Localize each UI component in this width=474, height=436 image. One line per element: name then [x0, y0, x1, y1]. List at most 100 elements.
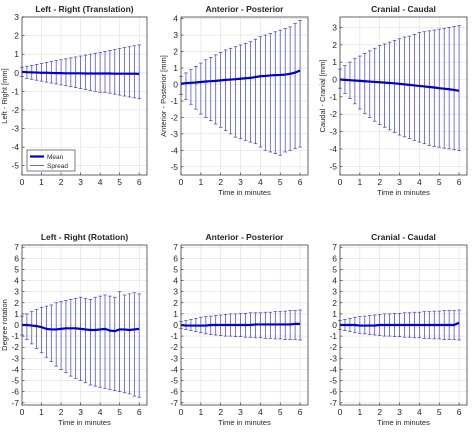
panel-title: Anterior - Posterior [206, 232, 285, 242]
x-tick-label: 3 [238, 177, 243, 187]
mean-line [180, 69, 301, 85]
y-tick-label: 4 [173, 276, 178, 286]
x-tick-label: 6 [457, 177, 462, 187]
y-tick-label: -1 [329, 92, 337, 102]
y-tick-label: -6 [11, 387, 19, 397]
y-tick-label: 0 [332, 320, 337, 330]
mean-line [340, 321, 460, 327]
mean-line [21, 70, 140, 75]
x-tick-label: 5 [117, 177, 122, 187]
y-tick-label: 2 [332, 298, 337, 308]
y-tick-label: -3 [11, 124, 19, 134]
y-tick-label: -2 [11, 342, 19, 352]
panel-title: Cranial - Caudal [371, 232, 436, 242]
x-tick-label: 0 [338, 177, 343, 187]
y-tick-label: -1 [329, 331, 337, 341]
y-tick-label: -5 [11, 376, 19, 386]
y-tick-label: -5 [329, 376, 337, 386]
x-tick-label: 4 [417, 407, 422, 417]
legend-label-mean: Mean [47, 154, 64, 161]
plot-area [181, 17, 308, 175]
x-tick-label: 6 [137, 177, 142, 187]
y-tick-label: -2 [329, 342, 337, 352]
y-tick-label: 6 [14, 253, 19, 263]
y-tick-label: -2 [329, 109, 337, 119]
y-tick-label: 6 [332, 253, 337, 263]
x-tick-label: 4 [258, 177, 263, 187]
x-tick-label: 6 [298, 177, 303, 187]
y-tick-label: 3 [173, 287, 178, 297]
y-tick-label: 3 [14, 287, 19, 297]
y-tick-label: 1 [173, 309, 178, 319]
y-tick-label: -5 [170, 162, 178, 172]
x-axis-label: Time in minutes [218, 188, 271, 197]
x-tick-label: 1 [357, 177, 362, 187]
y-tick-label: -4 [11, 142, 19, 152]
x-tick-label: 0 [338, 407, 343, 417]
y-tick-label: 3 [173, 30, 178, 40]
x-tick-label: 0 [20, 407, 25, 417]
panel-title: Left - Right (Rotation) [41, 232, 129, 242]
x-tick-label: 1 [39, 407, 44, 417]
x-tick-label: 3 [397, 177, 402, 187]
x-axis-label: Time in minutes [58, 418, 111, 427]
y-tick-label: 2 [173, 47, 178, 57]
x-tick-label: 0 [20, 177, 25, 187]
y-tick-label: 0 [14, 68, 19, 78]
x-tick-label: 1 [357, 407, 362, 417]
x-tick-label: 3 [78, 407, 83, 417]
axes-box [21, 16, 148, 176]
y-tick-label: -5 [11, 161, 19, 171]
y-tick-label: -2 [11, 105, 19, 115]
axes-box [339, 16, 468, 176]
y-tick-label: 3 [332, 287, 337, 297]
y-axis-label: Degree rotation [0, 299, 9, 351]
chart-panel-2: 0 1 2 3 4 5 6 4 3 2 1 0 -1 -2 -3 -4 -5 Anterior - Posteri… [159, 4, 309, 197]
x-tick-label: 2 [59, 407, 64, 417]
y-tick-label: 7 [14, 242, 19, 252]
y-tick-label: 4 [14, 276, 19, 286]
x-axis-label: Time in minutes [377, 418, 430, 427]
y-tick-label: -1 [11, 86, 19, 96]
y-tick-label: 5 [14, 264, 19, 274]
y-tick-label: -4 [11, 364, 19, 374]
y-tick-label: 0 [332, 75, 337, 85]
x-tick-label: 4 [417, 177, 422, 187]
x-tick-label: 1 [198, 407, 203, 417]
y-tick-label: 3 [14, 12, 19, 22]
y-tick-label: -5 [329, 161, 337, 171]
x-tick-label: 3 [238, 407, 243, 417]
y-tick-label: -3 [170, 353, 178, 363]
x-tick-label: 0 [179, 407, 184, 417]
x-tick-label: 2 [59, 177, 64, 187]
y-tick-label: 4 [332, 276, 337, 286]
y-tick-label: -2 [170, 112, 178, 122]
y-tick-label: 1 [14, 309, 19, 319]
y-tick-label: 1 [332, 57, 337, 67]
panel-title: Left - Right (Translation) [35, 4, 133, 14]
x-tick-label: 2 [377, 407, 382, 417]
x-tick-label: 4 [98, 177, 103, 187]
y-tick-label: 0 [173, 320, 178, 330]
x-tick-label: 3 [397, 407, 402, 417]
x-tick-label: 6 [457, 407, 462, 417]
y-tick-label: 2 [332, 40, 337, 50]
y-tick-label: 1 [332, 309, 337, 319]
panel-title: Anterior - Posterior [206, 4, 285, 14]
y-tick-label: -4 [329, 144, 337, 154]
x-tick-label: 5 [437, 407, 442, 417]
y-axis-label: Anterior - Posterior [mm] [159, 55, 168, 137]
y-tick-label: -4 [329, 364, 337, 374]
y-tick-label: -4 [170, 364, 178, 374]
mean-line [22, 323, 140, 333]
y-tick-label: -6 [329, 387, 337, 397]
y-tick-label: 0 [173, 79, 178, 89]
chart-panel-1: 0 1 2 3 4 5 6 3 2 1 0 -1 -2 -3 -4 -5 Left - Right (Trans… [0, 4, 148, 187]
x-tick-label: 5 [117, 407, 122, 417]
y-axis-label: Caudal - Cranial [mm] [318, 60, 327, 133]
axes-box [180, 16, 309, 176]
y-tick-label: -1 [170, 331, 178, 341]
